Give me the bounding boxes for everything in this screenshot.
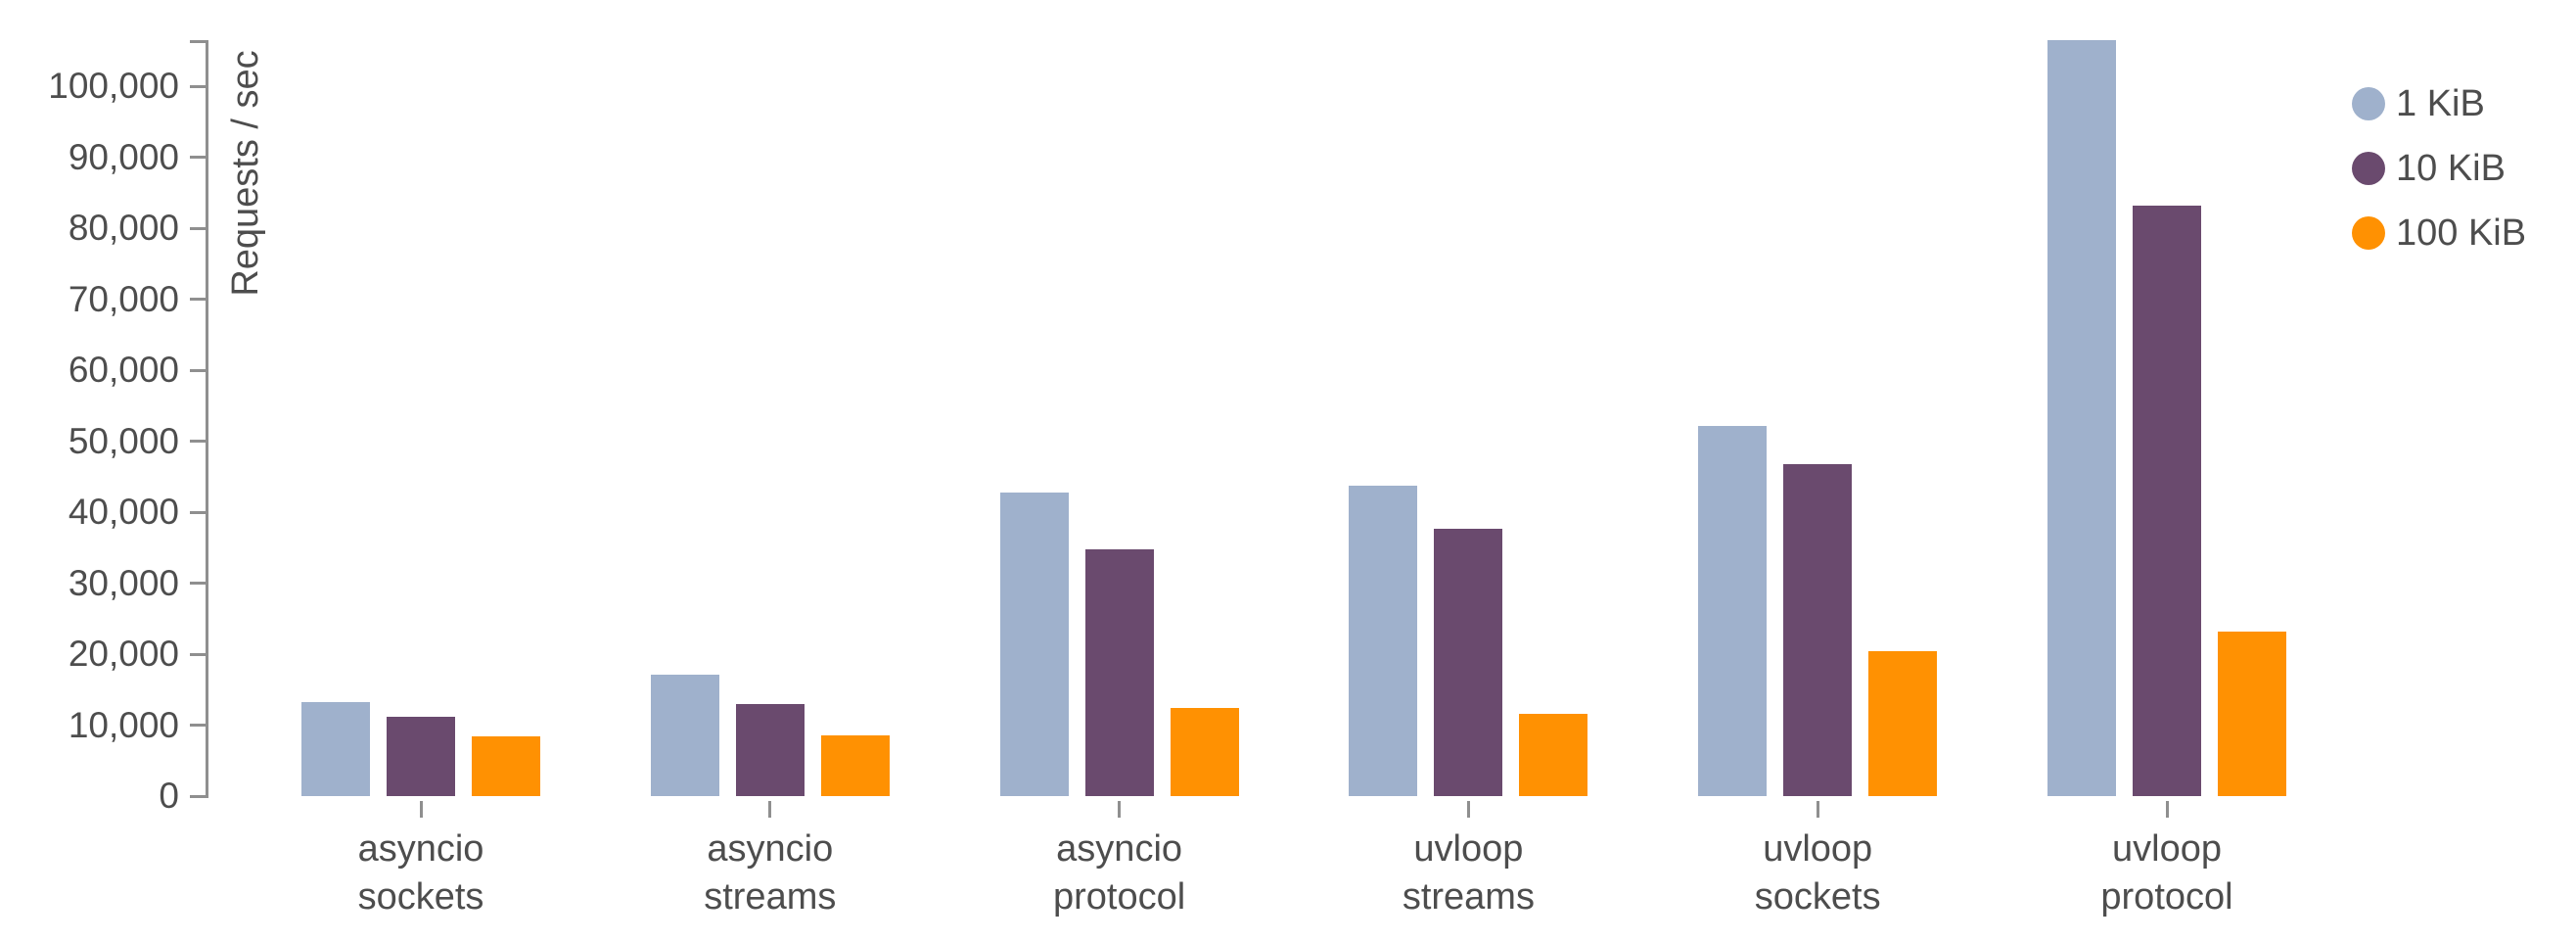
legend-label: 1 KiB (2396, 82, 2485, 124)
legend-label: 10 KiB (2396, 147, 2506, 189)
bar-asyncio-protocol-100-kib (1170, 708, 1239, 796)
y-axis-tick-label: 10,000 (68, 704, 179, 745)
bar-asyncio-streams-100-kib (820, 734, 890, 796)
legend-swatch-icon (2352, 152, 2385, 185)
category-label-uvloop-streams: uvloop streams (1302, 825, 1634, 921)
y-axis-tick (190, 724, 208, 727)
category-label-line: uvloop (2112, 828, 2222, 870)
x-axis-tick (768, 801, 772, 818)
y-axis-tick-label: 80,000 (68, 208, 179, 248)
bar-uvloop-streams-1-kib (1349, 486, 1418, 796)
bar-asyncio-streams-10-kib (735, 703, 805, 796)
y-axis-line (206, 39, 208, 796)
legend-swatch-icon (2352, 87, 2385, 120)
bar-asyncio-sockets-100-kib (472, 736, 540, 796)
legend-item-1-kib: 1 KiB (2352, 82, 2526, 124)
category-label-asyncio-protocol: asyncio protocol (953, 825, 1286, 921)
y-axis-tick-label: 70,000 (68, 278, 179, 319)
bar-asyncio-sockets-1-kib (301, 701, 370, 796)
y-axis-title: Requests / sec (225, 50, 266, 297)
legend-item-10-kib: 10 KiB (2352, 147, 2526, 189)
y-axis-tick (190, 156, 208, 159)
y-axis-tick-label: 50,000 (68, 420, 179, 461)
bar-uvloop-protocol-10-kib (2133, 205, 2201, 796)
bar-uvloop-sockets-1-kib (1698, 425, 1768, 796)
category-label-line: sockets (357, 876, 484, 918)
category-label-line: streams (1402, 876, 1535, 918)
category-label-line: protocol (2100, 876, 2233, 918)
y-axis-tick (190, 794, 208, 798)
bar-uvloop-sockets-10-kib (1783, 463, 1853, 796)
bar-uvloop-streams-10-kib (1434, 529, 1503, 796)
category-label-line: asyncio (357, 828, 484, 870)
legend-item-100-kib: 100 KiB (2352, 212, 2527, 254)
category-label-line: asyncio (1056, 828, 1183, 870)
y-axis-tick-label: 20,000 (68, 634, 179, 674)
y-axis-tick (190, 368, 208, 372)
bar-asyncio-streams-1-kib (650, 675, 719, 796)
bar-asyncio-sockets-10-kib (387, 716, 455, 796)
category-label-line: streams (704, 876, 837, 918)
x-axis-tick (1118, 801, 1122, 818)
y-axis-tick-label: 60,000 (68, 350, 179, 390)
y-axis-tick-label: 100,000 (48, 66, 179, 106)
y-axis-tick-label: 90,000 (68, 136, 179, 177)
y-axis-tick-label: 30,000 (68, 562, 179, 603)
y-axis-endcap-tick (190, 39, 208, 43)
category-label-asyncio-streams: asyncio streams (604, 825, 937, 921)
y-axis-tick (190, 440, 208, 443)
x-axis-tick (2165, 801, 2169, 818)
category-label-line: uvloop (1413, 828, 1524, 870)
bar-uvloop-streams-100-kib (1519, 713, 1588, 796)
category-label-line: uvloop (1763, 828, 1873, 870)
y-axis-tick-label: 0 (159, 776, 179, 816)
y-axis-tick (190, 298, 208, 301)
category-label-uvloop-protocol: uvloop protocol (2001, 825, 2333, 921)
y-axis-tick (190, 652, 208, 656)
bar-asyncio-protocol-10-kib (1084, 548, 1154, 796)
category-label-line: protocol (1052, 876, 1186, 918)
bar-uvloop-protocol-100-kib (2218, 631, 2286, 796)
y-axis-tick (190, 510, 208, 514)
category-label-line: asyncio (707, 828, 834, 870)
bar-uvloop-protocol-1-kib (2047, 39, 2116, 796)
y-axis-tick (190, 226, 208, 230)
y-axis-tick (190, 582, 208, 585)
legend-label: 100 KiB (2396, 212, 2527, 254)
x-axis-tick (1466, 801, 1470, 818)
y-axis-tick (190, 84, 208, 88)
category-label-asyncio-sockets: asyncio sockets (254, 825, 587, 921)
y-axis-tick-label: 40,000 (68, 492, 179, 532)
x-axis-tick (419, 801, 423, 818)
bar-uvloop-sockets-100-kib (1868, 651, 1938, 796)
x-axis-tick (1816, 801, 1819, 818)
bar-asyncio-protocol-1-kib (999, 493, 1069, 796)
legend-swatch-icon (2352, 216, 2385, 250)
legend: 1 KiB 10 KiB 100 KiB (2352, 82, 2527, 278)
category-label-line: sockets (1754, 876, 1881, 918)
category-label-uvloop-sockets: uvloop sockets (1651, 825, 1984, 921)
